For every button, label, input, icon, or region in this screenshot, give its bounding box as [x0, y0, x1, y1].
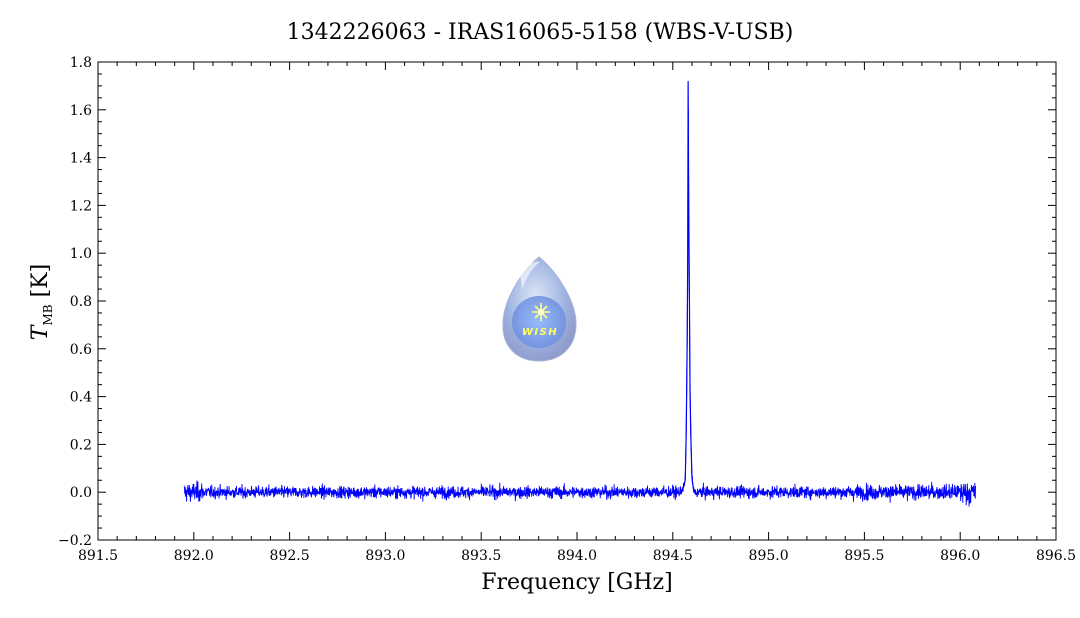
x-tick-label: 895.0	[749, 548, 789, 564]
y-tick-label: 1.6	[70, 103, 92, 119]
y-axis-label: TMB [K]	[28, 264, 55, 340]
y-tick-label: 0.8	[70, 294, 92, 310]
y-tick-label: 0.0	[70, 485, 92, 501]
plot-frame	[97, 61, 1057, 541]
x-tick-label: 894.0	[557, 548, 597, 564]
x-tick-label: 892.5	[270, 548, 310, 564]
y-tick-label: 1.2	[70, 198, 92, 214]
y-tick-label: 1.4	[70, 151, 92, 167]
y-axis-label-main: T	[28, 323, 53, 340]
spectrum-line	[183, 107, 976, 507]
x-tick-label: 891.5	[78, 548, 118, 564]
y-tick-label: −0.2	[58, 533, 92, 549]
y-axis-label-sub: MB	[41, 304, 55, 325]
x-tick-label: 896.5	[1036, 548, 1076, 564]
svg-text:TMB [K]: TMB [K]	[28, 264, 55, 340]
x-tick-label: 894.5	[653, 548, 693, 564]
x-tick-label: 893.0	[365, 548, 405, 564]
x-tick-label: 893.5	[461, 548, 501, 564]
y-tick-label: 1.8	[70, 55, 92, 71]
y-tick-label: 0.2	[70, 437, 92, 453]
x-tick-label: 895.5	[844, 548, 884, 564]
spectrum-peak	[679, 81, 695, 493]
y-axis-label-unit: [K]	[28, 264, 53, 298]
y-tick-label: 1.0	[70, 246, 92, 262]
wish-logo: WISH	[502, 256, 577, 362]
y-tick-label: 0.4	[70, 390, 92, 406]
x-tick-label: 892.0	[174, 548, 214, 564]
logo-text: WISH	[522, 327, 558, 338]
x-axis-label: Frequency [GHz]	[481, 570, 673, 595]
y-tick-label: 0.6	[70, 342, 92, 358]
x-tick-label: 896.0	[940, 548, 980, 564]
chart-title: 1342226063 - IRAS16065-5158 (WBS-V-USB)	[287, 20, 794, 45]
